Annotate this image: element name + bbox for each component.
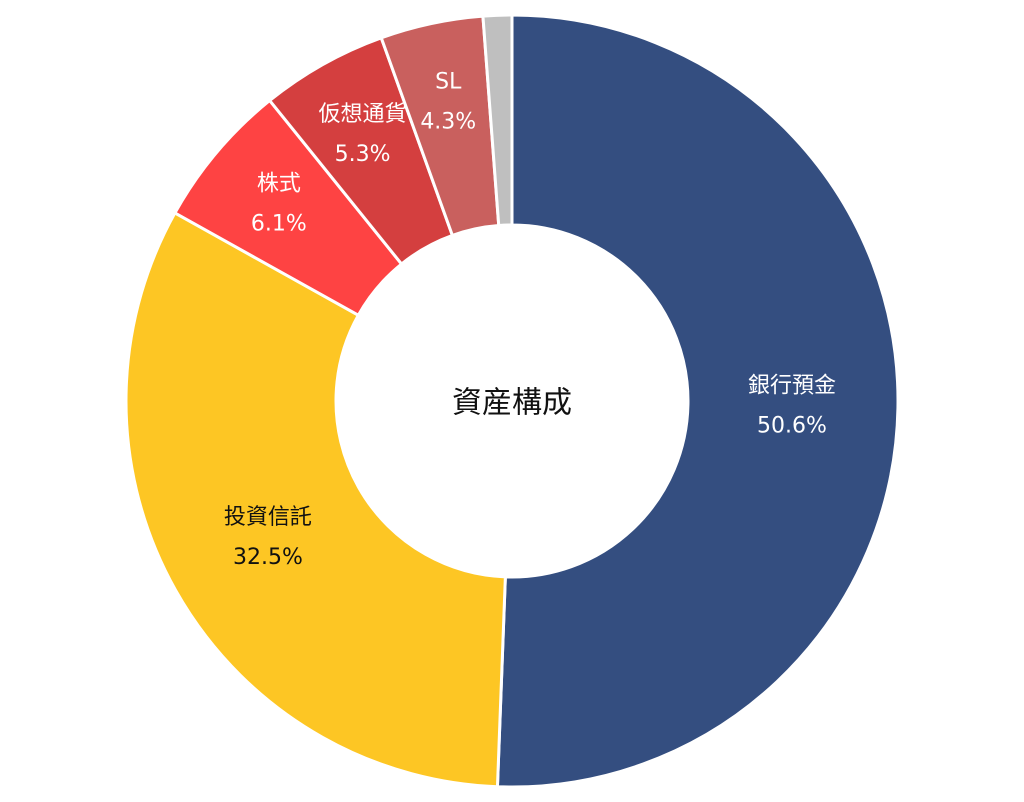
slice-value-label: 50.6%: [757, 413, 827, 438]
slice-value-label: 5.3%: [335, 142, 391, 167]
slice-category-label: 銀行預金: [748, 373, 836, 398]
slice-value-label: 4.3%: [420, 110, 476, 135]
slice-value-label: 6.1%: [251, 211, 307, 236]
chart-title: 資産構成: [452, 386, 572, 421]
slice-category-label: 投資信託: [224, 505, 312, 530]
slice-category-label: SL: [435, 70, 462, 95]
slice-category-label: 株式: [257, 171, 301, 196]
slice-category-label: 仮想通貨: [319, 102, 407, 127]
slice: [495, 13, 900, 789]
slice: [481, 13, 514, 228]
slice: [124, 210, 507, 789]
slice-value-label: 32.5%: [233, 545, 303, 570]
